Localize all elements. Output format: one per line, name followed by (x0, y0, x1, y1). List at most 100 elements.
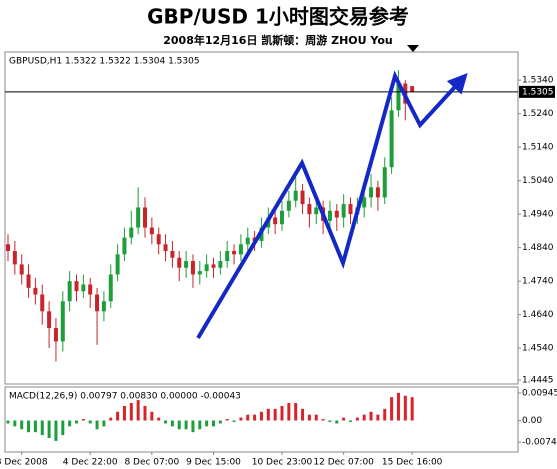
candle-body (280, 210, 284, 225)
macd-bar (6, 420, 10, 424)
candle-body (12, 250, 17, 265)
macd-bar (27, 420, 31, 433)
macd-bar (355, 417, 359, 421)
candle-body (190, 261, 195, 275)
candle-body (348, 204, 353, 215)
x-tick-label: 4 Dec 22:00 (63, 458, 118, 468)
macd-bar (294, 403, 298, 421)
macd-bar (410, 397, 414, 421)
y-tick-label: 1.5140 (522, 143, 554, 153)
macd-bar (321, 419, 325, 421)
candle-body (177, 257, 182, 268)
candle-body (74, 281, 79, 292)
y-tick-label: 1.4840 (522, 243, 554, 253)
candle-body (6, 244, 10, 251)
candle-body (53, 328, 58, 342)
last-price-label: 1.5305 (522, 87, 554, 97)
candle-body (19, 264, 24, 275)
candle-body (163, 244, 168, 251)
x-tick-label: 3 Dec 2008 (0, 458, 48, 468)
macd-bar (61, 420, 65, 436)
macd-bar (246, 414, 250, 421)
candle-body (327, 210, 332, 221)
candle-body (307, 204, 312, 215)
candle-body (396, 83, 401, 111)
last-price-box (519, 85, 555, 98)
macd-bar (232, 420, 236, 422)
macd-bar (116, 411, 120, 421)
macd-bar (253, 414, 257, 421)
candle-body (232, 250, 237, 255)
macd-bar (396, 392, 400, 421)
candle-body (184, 261, 189, 268)
macd-bar (177, 420, 181, 430)
candle-body (122, 237, 127, 255)
macd-bar (88, 420, 92, 424)
macd-bar (362, 414, 366, 421)
candle-body (389, 110, 394, 168)
x-tick-label: 15 Dec 16:00 (382, 458, 443, 468)
macd-bar (102, 420, 106, 427)
candle-body (149, 227, 154, 235)
candle-body (225, 250, 230, 262)
candle-body (129, 227, 134, 238)
x-tick-label: 9 Dec 15:00 (186, 458, 241, 468)
macd-bar (170, 420, 174, 427)
macd-bar (33, 420, 37, 433)
macd-bar (75, 420, 78, 424)
candle-body (88, 284, 93, 295)
candle-body (410, 86, 415, 92)
macd-bar (314, 414, 318, 421)
macd-bar (328, 420, 332, 422)
macd-bar (129, 403, 133, 421)
candle-body (136, 207, 141, 228)
macd-header: MACD(12,26,9) 0.00797 0.00830 0.00000 -0… (9, 392, 241, 402)
macd-bar (157, 417, 161, 421)
candle-body (369, 187, 374, 198)
candle-body (101, 301, 106, 312)
candle-body (204, 264, 209, 272)
candle-body (33, 287, 38, 295)
candle-body (273, 217, 278, 225)
macd-bar (307, 414, 311, 421)
candle-body (95, 294, 100, 312)
macd-bar (150, 411, 154, 421)
candle-body (245, 237, 250, 245)
macd-bar (68, 420, 72, 427)
y-tick-label: 1.4540 (522, 344, 554, 354)
y-tick-label: 1.4940 (522, 210, 554, 220)
candle-body (26, 274, 31, 288)
candle-body (300, 190, 305, 205)
macd-bar (122, 405, 126, 421)
macd-bar (47, 420, 51, 439)
macd-bar (184, 420, 188, 430)
macd-bar (349, 420, 352, 422)
macd-bar (95, 420, 99, 430)
y-tick-label: 1.4740 (522, 277, 554, 287)
macd-bar (376, 414, 380, 421)
candle-body (197, 271, 202, 275)
trend-arrow (196, 70, 468, 340)
y-tick-label: 0.00 (522, 416, 542, 426)
macd-bar (273, 408, 277, 421)
x-tick-label: 8 Dec 07:00 (124, 458, 179, 468)
candle-body (115, 254, 120, 275)
candle-body (286, 200, 291, 211)
macd-bar (54, 420, 58, 441)
macd-bar (109, 417, 113, 421)
candle-body (211, 264, 216, 268)
macd-bar (239, 417, 243, 421)
y-tick-label: 1.4640 (522, 310, 554, 320)
candle-body (67, 281, 72, 302)
macd-bar (266, 408, 270, 421)
x-tick-label: 10 Dec 23:00 (252, 458, 313, 468)
y-tick-label: 1.5340 (522, 76, 554, 86)
macd-bar (191, 420, 195, 433)
macd-bar (212, 420, 215, 427)
macd-bar (198, 420, 202, 430)
candle-body (108, 274, 113, 302)
macd-bar (205, 420, 209, 427)
shift-marker (407, 45, 419, 52)
macd-bar (390, 397, 394, 421)
